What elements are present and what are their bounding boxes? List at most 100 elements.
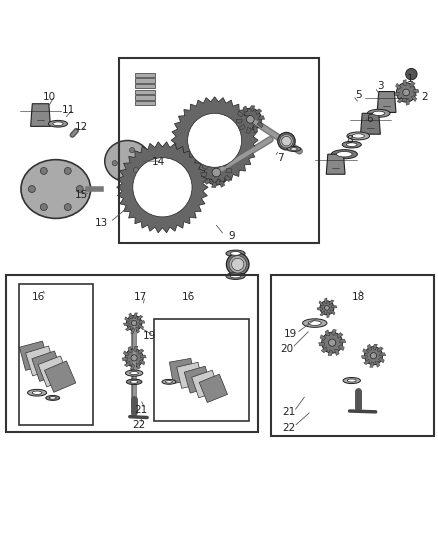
Polygon shape [139,360,145,365]
Polygon shape [140,355,146,358]
Text: 8: 8 [346,135,353,146]
Circle shape [28,185,35,192]
Polygon shape [134,101,155,106]
Text: 22: 22 [132,421,145,430]
Polygon shape [134,78,155,83]
Polygon shape [363,349,369,354]
Text: 9: 9 [229,231,235,241]
Polygon shape [131,364,135,369]
Polygon shape [226,168,232,173]
Polygon shape [331,305,337,308]
Polygon shape [338,345,344,351]
Circle shape [112,160,117,166]
Ellipse shape [21,160,91,219]
Ellipse shape [247,116,254,123]
Polygon shape [321,347,327,353]
Polygon shape [325,298,327,304]
Ellipse shape [212,168,221,177]
Ellipse shape [131,355,137,361]
Polygon shape [257,122,263,128]
Polygon shape [250,106,255,112]
Text: 5: 5 [355,90,362,100]
Polygon shape [212,182,217,188]
Text: 19: 19 [284,329,297,339]
Ellipse shape [126,379,142,385]
Polygon shape [208,158,213,164]
Polygon shape [117,142,208,233]
Ellipse shape [131,320,137,326]
Polygon shape [134,95,155,100]
Polygon shape [325,330,330,336]
Ellipse shape [230,274,241,278]
Polygon shape [329,300,334,305]
Ellipse shape [239,108,261,131]
Polygon shape [332,329,336,336]
Polygon shape [330,310,335,315]
Ellipse shape [32,391,42,394]
Polygon shape [224,175,230,182]
Circle shape [76,185,83,192]
Ellipse shape [278,133,295,150]
Ellipse shape [232,258,244,270]
Polygon shape [337,333,343,338]
Polygon shape [128,346,132,352]
Text: 2: 2 [421,92,428,102]
Polygon shape [364,359,370,365]
Text: 20: 20 [280,344,293,354]
Ellipse shape [204,160,229,185]
Ellipse shape [49,397,56,399]
Ellipse shape [290,148,297,150]
Polygon shape [32,351,62,382]
Polygon shape [129,313,133,319]
Polygon shape [139,321,145,323]
Text: 21: 21 [134,405,147,415]
Polygon shape [339,340,346,343]
Polygon shape [378,358,384,363]
Circle shape [130,148,134,153]
Bar [119,58,319,243]
Polygon shape [411,95,417,101]
Polygon shape [375,361,380,367]
Circle shape [64,167,71,174]
Ellipse shape [226,253,249,276]
Polygon shape [125,317,131,322]
Polygon shape [177,362,203,389]
Polygon shape [131,327,135,333]
Ellipse shape [367,109,390,117]
Text: 19: 19 [143,331,156,341]
Polygon shape [199,374,227,402]
Circle shape [40,204,47,211]
Ellipse shape [403,89,410,96]
Ellipse shape [308,321,321,325]
Ellipse shape [230,252,241,255]
Polygon shape [236,119,242,123]
Ellipse shape [282,136,291,146]
Polygon shape [134,73,155,77]
Circle shape [406,68,417,80]
Polygon shape [319,343,325,346]
Polygon shape [328,350,333,356]
Polygon shape [403,79,406,86]
Polygon shape [19,341,49,370]
Polygon shape [25,346,56,376]
Text: 18: 18 [352,292,365,302]
Polygon shape [377,92,396,112]
Bar [19,284,93,425]
Polygon shape [367,344,372,350]
Ellipse shape [336,151,352,157]
Polygon shape [122,358,128,361]
Polygon shape [135,327,139,333]
Polygon shape [134,313,138,319]
Bar [154,319,250,421]
Polygon shape [320,311,325,316]
Polygon shape [171,97,258,184]
Ellipse shape [352,134,364,138]
Polygon shape [360,114,380,134]
Polygon shape [255,109,262,115]
Text: 21: 21 [282,407,295,417]
Text: 10: 10 [42,92,56,102]
Ellipse shape [130,381,138,383]
Polygon shape [396,83,401,89]
Ellipse shape [53,122,63,126]
Text: 13: 13 [95,218,108,228]
